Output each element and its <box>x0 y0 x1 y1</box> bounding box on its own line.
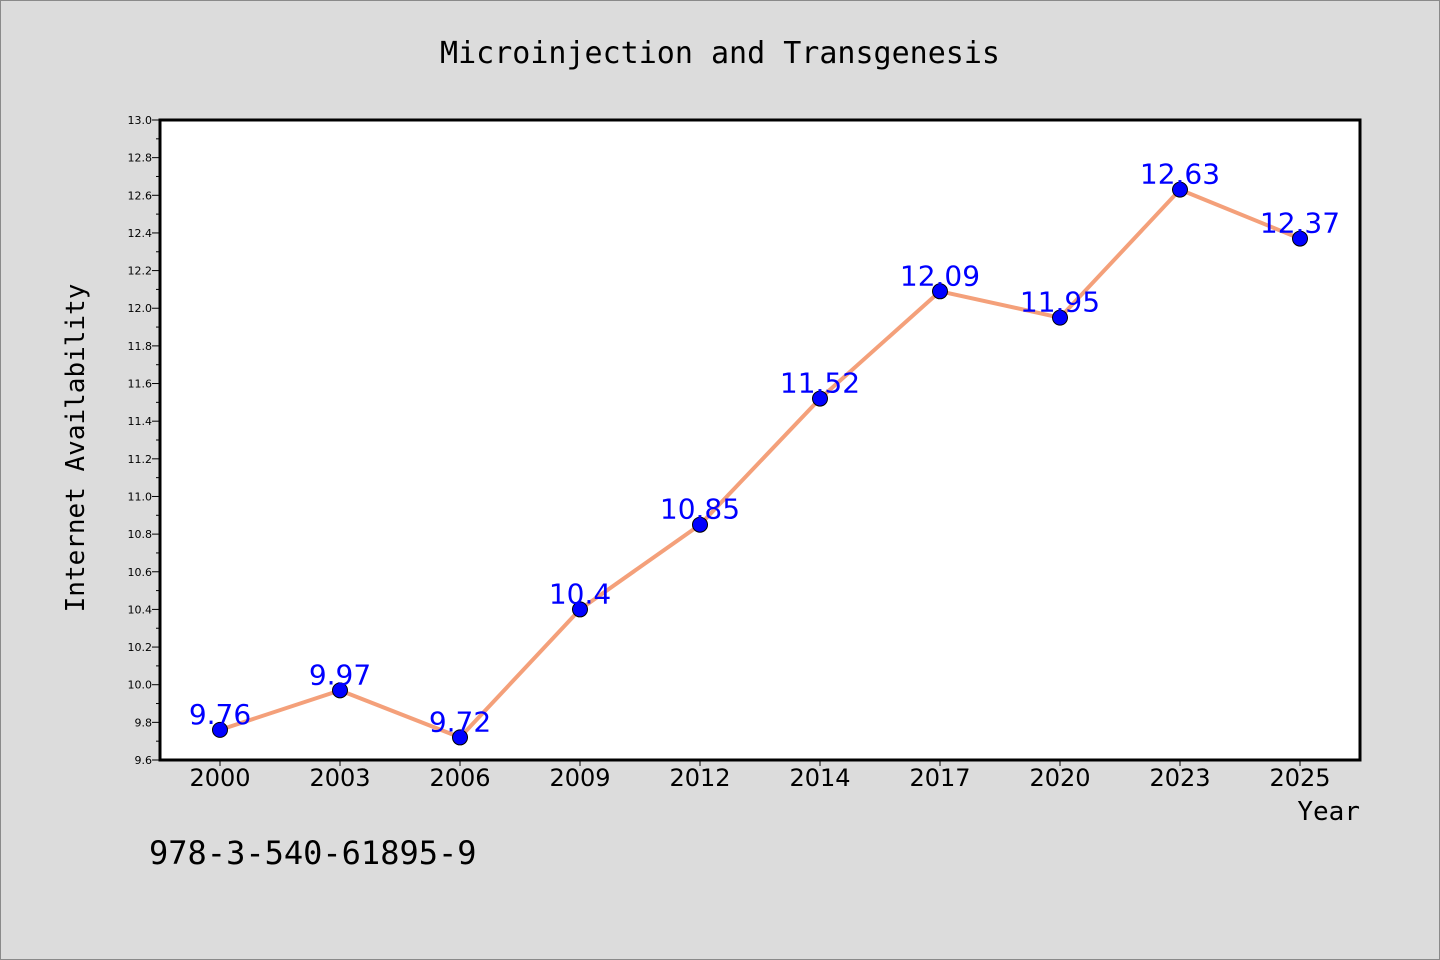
y-tick-label: 12.4 <box>128 227 153 240</box>
y-tick-label: 11.0 <box>128 490 153 503</box>
x-tick-label: 2003 <box>309 764 370 792</box>
y-tick-label: 12.2 <box>128 265 153 278</box>
data-point <box>692 516 708 533</box>
data-labels: 9.76 9.97 9.72 10.4 10.85 11.52 12.09 11.95 12.6… <box>189 158 1340 739</box>
y-tick-label: 10.0 <box>128 679 153 692</box>
x-tick-label: 2025 <box>1269 764 1330 792</box>
data-label: 11.95 <box>1020 286 1100 319</box>
data-label: 10.85 <box>660 493 740 526</box>
data-label: 12.63 <box>1140 158 1220 191</box>
y-axis: 9.6 9.8 10.0 10.2 10.4 10.6 10.8 11.0 11.2 11.4 11… <box>128 114 160 767</box>
x-tick-label: 2006 <box>429 764 490 792</box>
x-axis: 2000 2003 2006 2009 2012 2014 2017 2020 2023 2025 <box>189 760 1331 792</box>
y-tick-label: 11.8 <box>128 340 153 353</box>
data-point <box>1052 309 1068 326</box>
data-label: 12.09 <box>900 259 980 292</box>
data-label: 12.37 <box>1260 207 1340 240</box>
x-tick-label: 2023 <box>1149 764 1210 792</box>
data-point <box>212 721 228 738</box>
y-tick-label: 12.8 <box>128 152 153 165</box>
x-axis-title: Year <box>1297 797 1360 827</box>
y-tick-label: 9.6 <box>135 754 153 767</box>
y-tick-label: 11.2 <box>128 453 153 466</box>
y-axis-title: Internet Availability <box>61 284 91 613</box>
data-point <box>572 601 588 618</box>
x-tick-label: 2009 <box>549 764 610 792</box>
y-tick-label: 11.4 <box>128 415 153 428</box>
data-point <box>932 283 948 300</box>
footer-text: 978-3-540-61895-9 <box>149 834 477 872</box>
series-path <box>219 187 1301 740</box>
data-label: 9.72 <box>429 705 491 738</box>
x-tick-label: 2017 <box>909 764 970 792</box>
x-tick-label: 2020 <box>1029 764 1090 792</box>
y-tick-label: 10.6 <box>128 566 153 579</box>
series-markers <box>212 181 1308 746</box>
data-label: 9.76 <box>189 698 251 731</box>
y-tick-label: 10.4 <box>128 603 153 616</box>
data-label: 11.52 <box>780 367 860 400</box>
data-point <box>1172 181 1188 198</box>
series-line <box>219 187 1301 740</box>
data-point <box>1292 230 1308 247</box>
y-tick-label: 10.8 <box>128 528 153 541</box>
data-label: 10.4 <box>549 577 611 610</box>
x-tick-label: 2000 <box>189 764 250 792</box>
y-tick-label: 11.6 <box>128 378 153 391</box>
y-tick-label: 10.2 <box>128 641 153 654</box>
x-tick-label: 2014 <box>789 764 850 792</box>
chart-title: Microinjection and Transgenesis <box>440 36 1000 71</box>
y-tick-label: 13.0 <box>128 114 153 127</box>
plot-area <box>158 118 1362 762</box>
data-label: 9.97 <box>309 658 371 691</box>
y-tick-label: 12.0 <box>128 302 153 315</box>
data-point <box>452 729 468 746</box>
data-point <box>812 390 828 407</box>
data-point <box>332 682 348 699</box>
y-tick-label: 12.6 <box>128 189 153 202</box>
x-tick-label: 2012 <box>669 764 730 792</box>
y-tick-label: 9.8 <box>135 716 153 729</box>
